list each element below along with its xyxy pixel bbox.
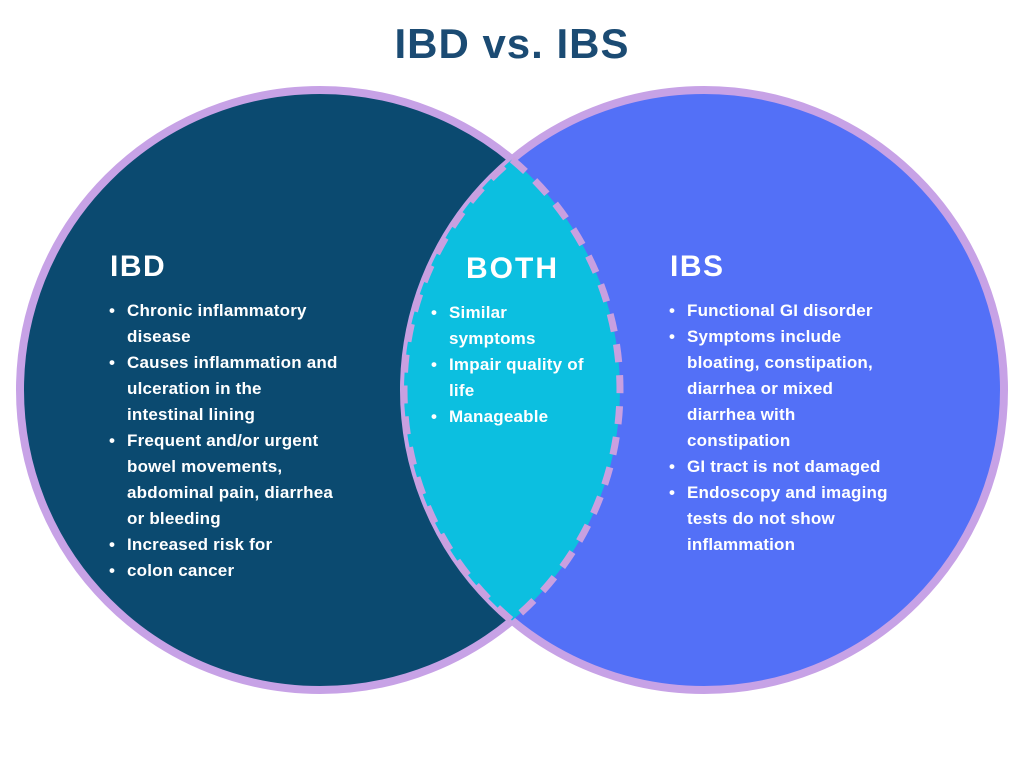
both-section: BOTH Similar symptomsImpair quality of l… <box>430 252 626 430</box>
both-heading: BOTH <box>466 252 559 285</box>
list-item: Increased risk for <box>108 532 380 558</box>
list-item: Endoscopy and imaging tests do not show … <box>668 480 934 558</box>
list-item: Impair quality of life <box>430 352 626 404</box>
list-item: Manageable <box>430 404 626 430</box>
both-list: Similar symptomsImpair quality of lifeMa… <box>430 300 626 430</box>
list-item: colon cancer <box>108 558 380 584</box>
list-item: Chronic inflammatory disease <box>108 298 380 350</box>
ibd-list: Chronic inflammatory diseaseCauses infla… <box>108 298 380 584</box>
list-item: Functional GI disorder <box>668 298 934 324</box>
list-item: Causes inflammation and ulceration in th… <box>108 350 380 428</box>
page-title: IBD vs. IBS <box>394 20 630 67</box>
ibd-section: IBD Chronic inflammatory diseaseCauses i… <box>108 250 380 584</box>
list-item: Similar symptoms <box>430 300 626 352</box>
list-item: Frequent and/or urgent bowel movements, … <box>108 428 380 532</box>
list-item: Symptoms include bloating, constipation,… <box>668 324 934 454</box>
list-item: GI tract is not damaged <box>668 454 934 480</box>
ibs-list: Functional GI disorderSymptoms include b… <box>668 298 934 558</box>
ibs-heading: IBS <box>670 250 725 283</box>
ibs-section: IBS Functional GI disorderSymptoms inclu… <box>668 250 934 558</box>
ibd-heading: IBD <box>110 250 167 283</box>
